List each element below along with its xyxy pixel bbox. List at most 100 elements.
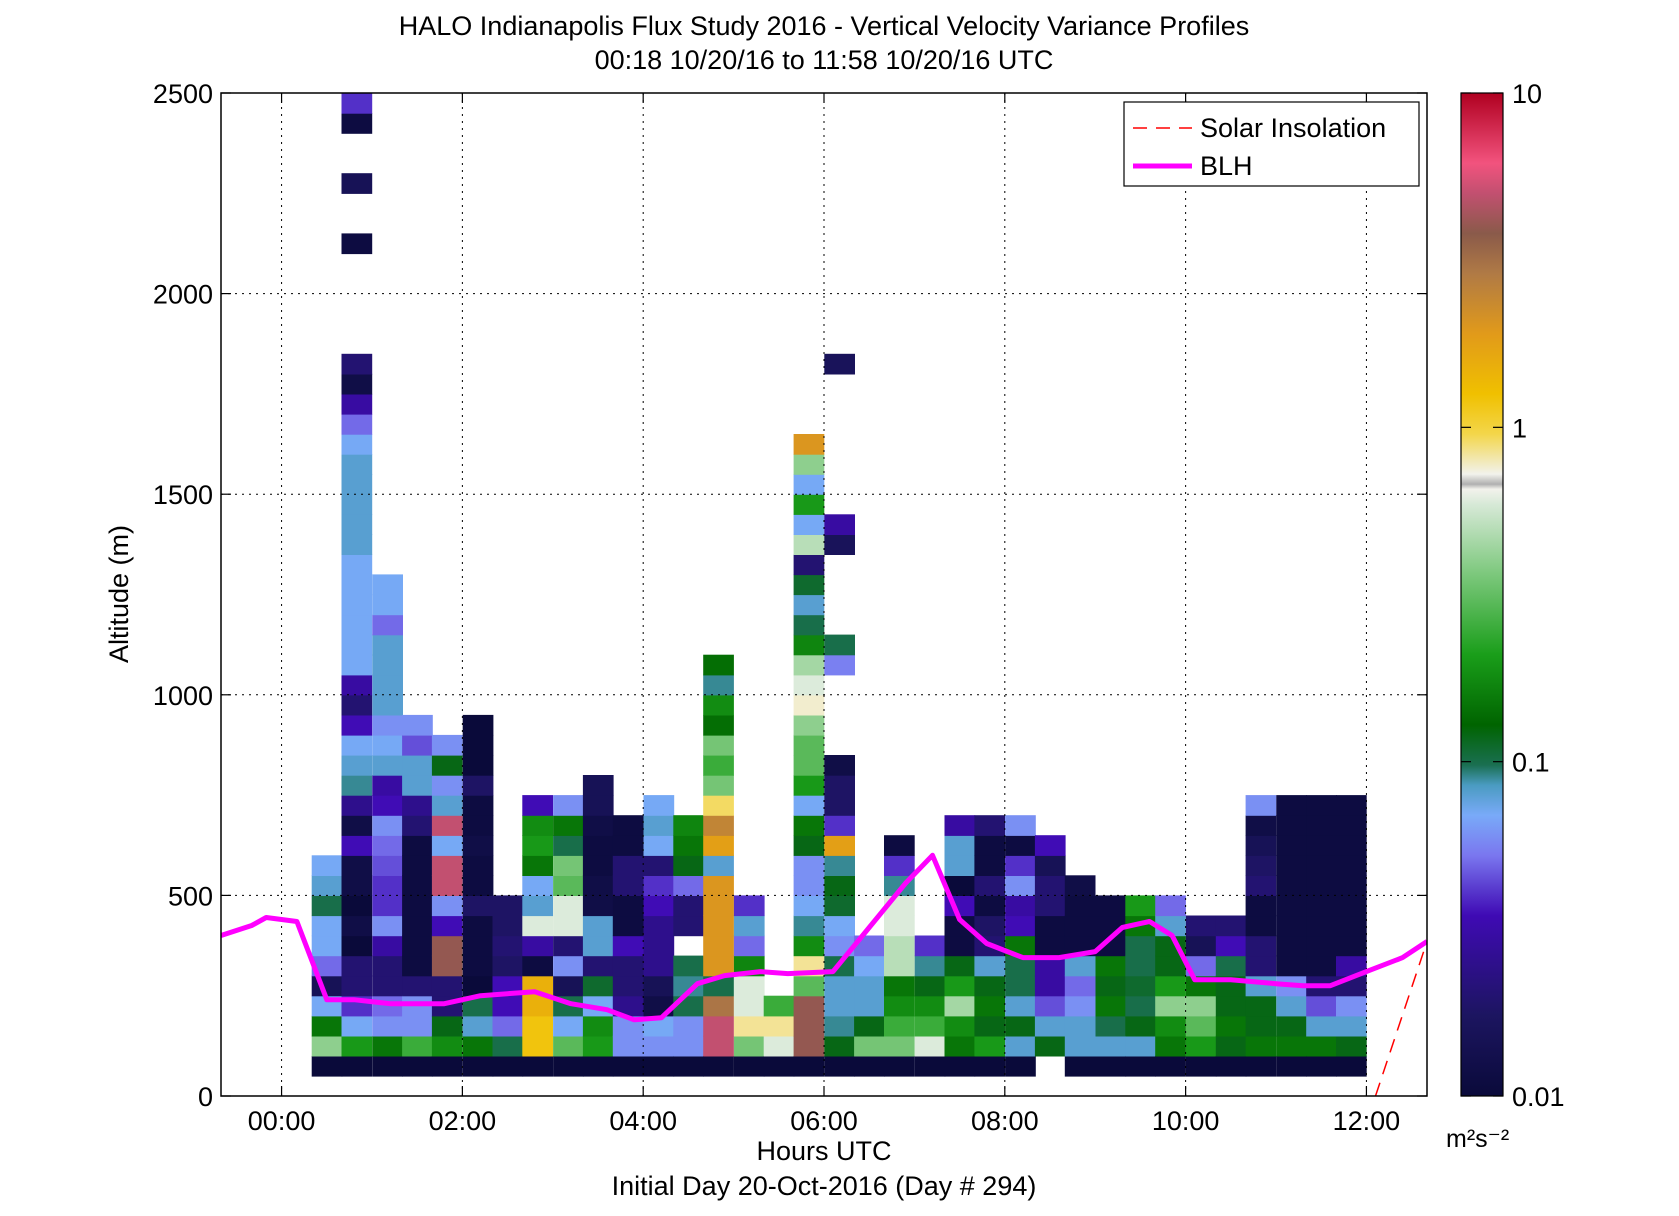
heatmap-cell bbox=[1034, 935, 1066, 957]
heatmap-cell bbox=[612, 915, 644, 937]
heatmap-cell bbox=[582, 775, 614, 796]
heatmap-cell bbox=[1125, 995, 1156, 1017]
axis-ticks: 00:00 02:00 04:00 06:00 08:00 10:00 12:00 0 500 1… bbox=[153, 79, 1427, 1136]
heatmap-cell bbox=[824, 855, 855, 876]
heatmap-cell bbox=[793, 534, 825, 555]
heatmap-cell bbox=[341, 835, 373, 856]
heatmap-cell bbox=[612, 1035, 644, 1057]
heatmap-cell bbox=[703, 875, 734, 896]
heatmap-cell bbox=[431, 855, 463, 876]
heatmap-cell bbox=[793, 795, 825, 816]
heatmap-cell bbox=[643, 975, 675, 997]
heatmap-cell bbox=[372, 1015, 403, 1037]
heatmap-cell bbox=[341, 694, 373, 716]
heatmap-cell bbox=[582, 895, 614, 917]
heatmap-cell bbox=[793, 674, 825, 696]
heatmap-cell bbox=[824, 1035, 855, 1057]
heatmap-cell bbox=[462, 975, 494, 997]
heatmap-cell bbox=[522, 815, 553, 836]
heatmap-cell bbox=[1306, 815, 1337, 836]
heatmap-cell bbox=[372, 1055, 403, 1077]
heatmap-cell bbox=[643, 955, 675, 977]
heatmap-cell bbox=[311, 875, 343, 896]
heatmap-cell bbox=[1034, 1015, 1066, 1037]
heatmap-cell bbox=[1306, 1015, 1337, 1037]
heatmap-cell bbox=[402, 895, 433, 917]
heatmap-cell bbox=[311, 1015, 343, 1037]
heatmap-cell bbox=[522, 835, 553, 856]
colorbar-gradient bbox=[1460, 92, 1504, 1097]
heatmap-cell bbox=[1064, 895, 1096, 917]
heatmap-cell bbox=[1306, 1035, 1337, 1057]
heatmap-cell bbox=[854, 1015, 885, 1037]
heatmap-cell bbox=[1276, 875, 1307, 896]
heatmap-cell bbox=[341, 815, 373, 836]
heatmap-cell bbox=[522, 1055, 553, 1077]
legend-box bbox=[1123, 101, 1420, 187]
heatmap-cell bbox=[522, 855, 553, 876]
heatmap-cell bbox=[1245, 1035, 1277, 1057]
heatmap-cell bbox=[341, 554, 373, 576]
heatmap-cell bbox=[1185, 955, 1217, 977]
heatmap-cell bbox=[1245, 875, 1277, 896]
heatmap-cell bbox=[372, 875, 403, 896]
heatmap-cell bbox=[341, 895, 373, 917]
heatmap-cell bbox=[612, 935, 644, 957]
heatmap-cell bbox=[612, 955, 644, 977]
heatmap-cell bbox=[1005, 895, 1036, 917]
heatmap-cell bbox=[1095, 955, 1127, 977]
heatmap-cell bbox=[582, 795, 614, 816]
heatmap-cell bbox=[462, 895, 494, 917]
heatmap-cell bbox=[1095, 895, 1127, 917]
heatmap-cell bbox=[793, 935, 825, 957]
heatmap-cell bbox=[1064, 1015, 1096, 1037]
heatmap-cell bbox=[341, 173, 373, 194]
heatmap-cell bbox=[1095, 975, 1127, 997]
heatmap-cell bbox=[914, 975, 946, 997]
heatmap-cell bbox=[703, 855, 734, 876]
colorbar-unit: m²s⁻² bbox=[1446, 1125, 1509, 1153]
heatmap-cell bbox=[372, 654, 403, 676]
heatmap-cell bbox=[582, 935, 614, 957]
heatmap-cell bbox=[1245, 935, 1277, 957]
heatmap-cell bbox=[643, 795, 675, 816]
heatmap-cell bbox=[974, 1055, 1006, 1077]
heatmap-cell bbox=[553, 915, 584, 937]
heatmap-cell bbox=[372, 594, 403, 616]
heatmap-cell bbox=[974, 1015, 1006, 1037]
heatmap-cell bbox=[1245, 915, 1277, 937]
heatmap-cell bbox=[793, 895, 825, 917]
heatmap-cell bbox=[341, 414, 373, 435]
heatmap-cell bbox=[884, 1015, 915, 1037]
heatmap-cell bbox=[1005, 955, 1036, 977]
chart-time-range: 00:18 10/20/16 to 11:58 10/20/16 UTC bbox=[595, 45, 1054, 75]
heatmap-cell bbox=[884, 855, 915, 876]
heatmap-cell bbox=[1185, 1055, 1217, 1077]
heatmap-cell bbox=[492, 1055, 524, 1077]
heatmap-cell bbox=[431, 835, 463, 856]
heatmap-cell bbox=[1336, 995, 1367, 1017]
heatmap-cell bbox=[341, 975, 373, 997]
heatmap-cell bbox=[1064, 955, 1096, 977]
heatmap-cell bbox=[372, 935, 403, 957]
heatmap-cell bbox=[793, 1055, 825, 1077]
heatmap-cell bbox=[372, 775, 403, 796]
heatmap-cell bbox=[1276, 1055, 1307, 1077]
heatmap-cell bbox=[1155, 975, 1186, 997]
heatmap-cell bbox=[341, 393, 373, 415]
heatmap-cell bbox=[944, 1035, 976, 1057]
heatmap-cell bbox=[793, 654, 825, 676]
heatmap-cell bbox=[492, 1015, 524, 1037]
heatmap-cell bbox=[341, 1055, 373, 1077]
heatmap-cell bbox=[703, 734, 734, 756]
heatmap-cell bbox=[824, 534, 855, 555]
heatmap-cell bbox=[1215, 1035, 1247, 1057]
heatmap-cell bbox=[944, 915, 976, 937]
heatmap-cell bbox=[944, 815, 976, 836]
y-tick-label: 2500 bbox=[153, 79, 213, 109]
heatmap-cell bbox=[341, 233, 373, 255]
heatmap-cell bbox=[402, 734, 433, 756]
heatmap-cell bbox=[1336, 935, 1367, 957]
heatmap-cell bbox=[612, 875, 644, 896]
heatmap-cell bbox=[824, 995, 855, 1017]
